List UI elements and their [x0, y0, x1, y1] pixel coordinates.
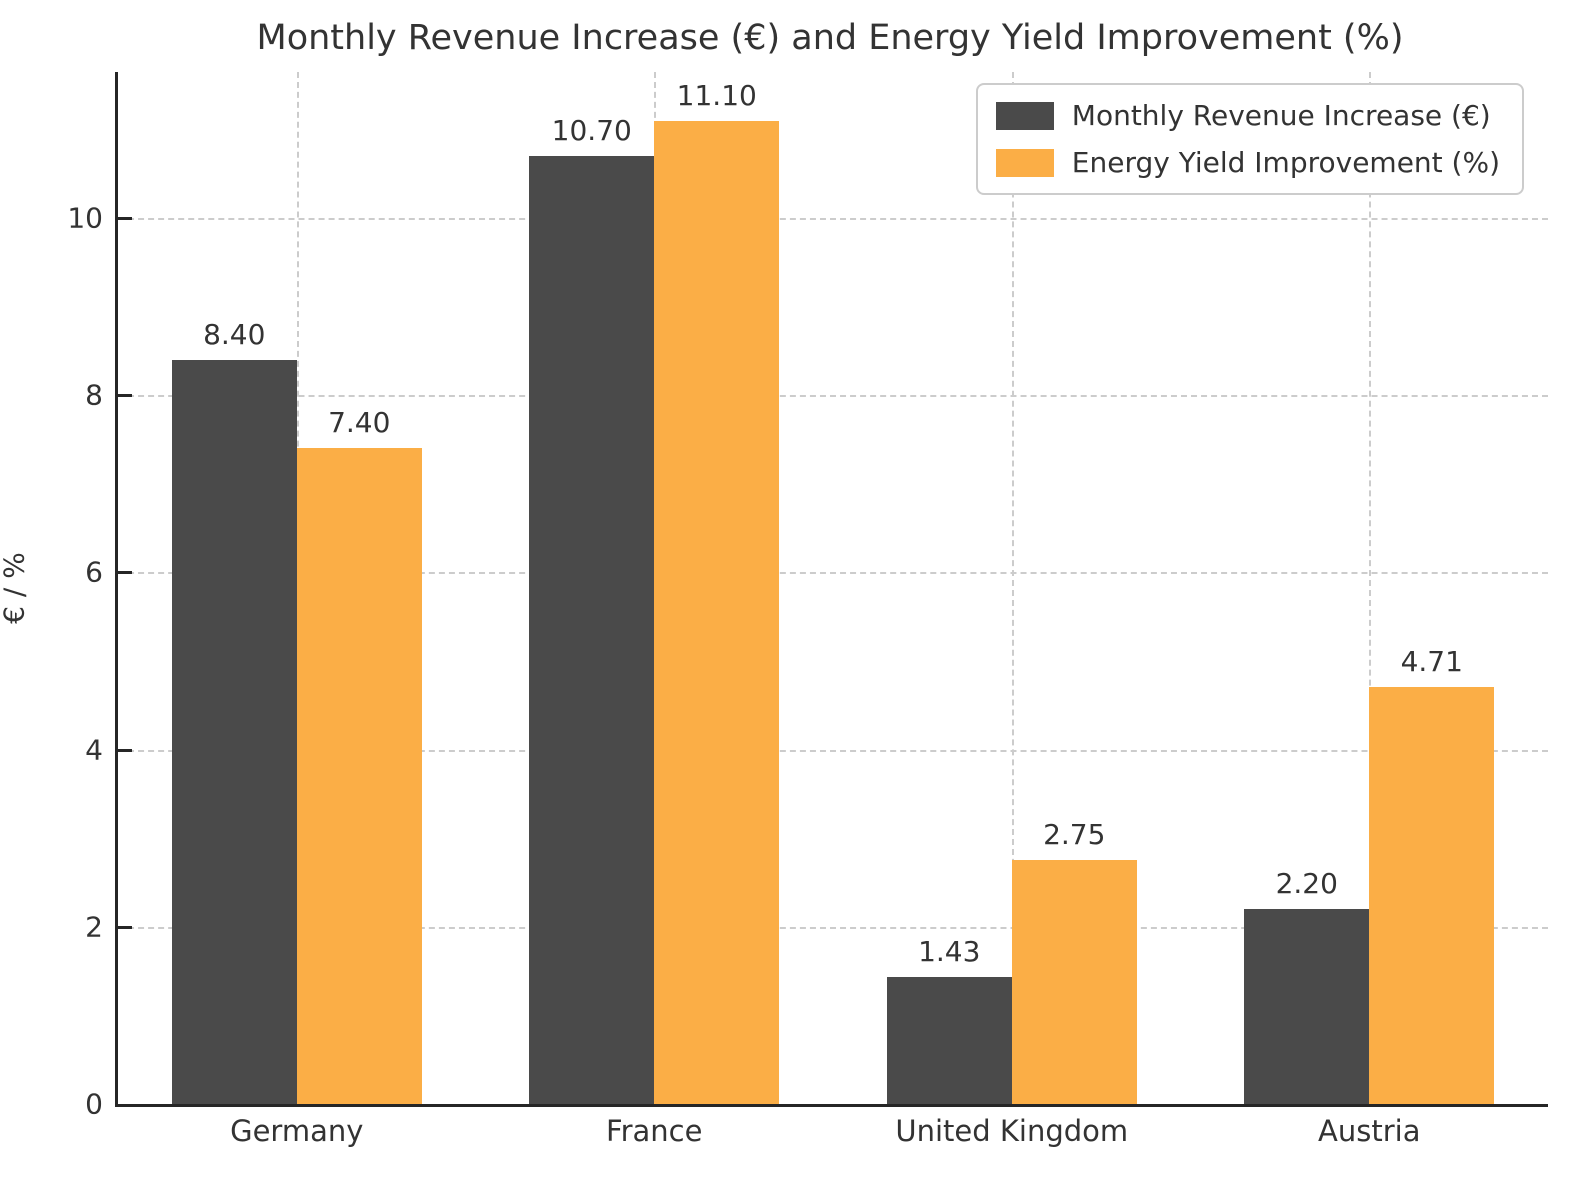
value-label-austria-series0: 2.20	[1275, 867, 1338, 901]
y-tick-mark-4	[118, 748, 132, 752]
legend-swatch-0	[995, 101, 1054, 130]
h-gridline-6	[118, 572, 1548, 575]
legend-swatch-1	[995, 148, 1054, 177]
bar-france-series1	[654, 120, 780, 1104]
value-label-france-series0: 10.70	[551, 114, 632, 148]
h-gridline-2	[118, 926, 1548, 929]
v-gridline-3	[1369, 72, 1372, 1104]
y-tick-label-2: 2	[85, 910, 103, 944]
bar-france-series0	[529, 156, 655, 1104]
value-label-united-kingdom-series1: 2.75	[1043, 818, 1106, 852]
x-tick-label-germany: Germany	[230, 1114, 364, 1148]
value-label-united-kingdom-series0: 1.43	[918, 935, 981, 969]
value-label-germany-series0: 8.40	[203, 317, 266, 351]
h-gridline-4	[118, 749, 1548, 752]
y-tick-mark-2	[118, 925, 132, 929]
y-tick-label-8: 8	[85, 378, 103, 412]
legend-label-0: Monthly Revenue Increase (€)	[1071, 99, 1491, 132]
y-tick-mark-8	[118, 394, 132, 398]
value-label-austria-series1: 4.71	[1400, 644, 1463, 678]
v-gridline-2	[1011, 72, 1014, 1104]
plot-area: 8.40 7.40 10.70 11.10 1.43 2.75 2.20 4.71 Month…	[115, 72, 1548, 1148]
h-gridline-10	[118, 218, 1548, 221]
y-tick-label-4: 4	[85, 733, 103, 767]
bar-germany-series1	[296, 448, 422, 1104]
bar-united-kingdom-series1	[1011, 860, 1137, 1104]
y-tick-mark-10	[118, 217, 132, 221]
value-label-france-series1: 11.10	[676, 78, 757, 112]
chart-legend: Monthly Revenue Increase (€) Energy Yield…	[975, 83, 1524, 195]
legend-item-1: Energy Yield Improvement (%)	[995, 146, 1500, 179]
y-tick-label-10: 10	[67, 201, 103, 235]
h-gridline-8	[118, 395, 1548, 398]
y-tick-mark-6	[118, 571, 132, 575]
x-tick-label-austria: Austria	[1318, 1114, 1421, 1148]
bar-austria-series0	[1244, 909, 1370, 1104]
value-label-germany-series1: 7.40	[328, 406, 391, 440]
legend-label-1: Energy Yield Improvement (%)	[1071, 146, 1500, 179]
bar-germany-series0	[171, 359, 297, 1104]
bar-united-kingdom-series0	[886, 977, 1012, 1104]
bar-austria-series1	[1369, 686, 1495, 1104]
y-tick-label-6: 6	[85, 555, 103, 589]
x-tick-label-united-kingdom: United Kingdom	[895, 1114, 1129, 1148]
x-tick-label-france: France	[606, 1114, 703, 1148]
y-tick-label-0: 0	[85, 1087, 103, 1121]
chart-title: Monthly Revenue Increase (€) and Energy …	[256, 18, 1404, 58]
legend-item-0: Monthly Revenue Increase (€)	[995, 99, 1500, 132]
